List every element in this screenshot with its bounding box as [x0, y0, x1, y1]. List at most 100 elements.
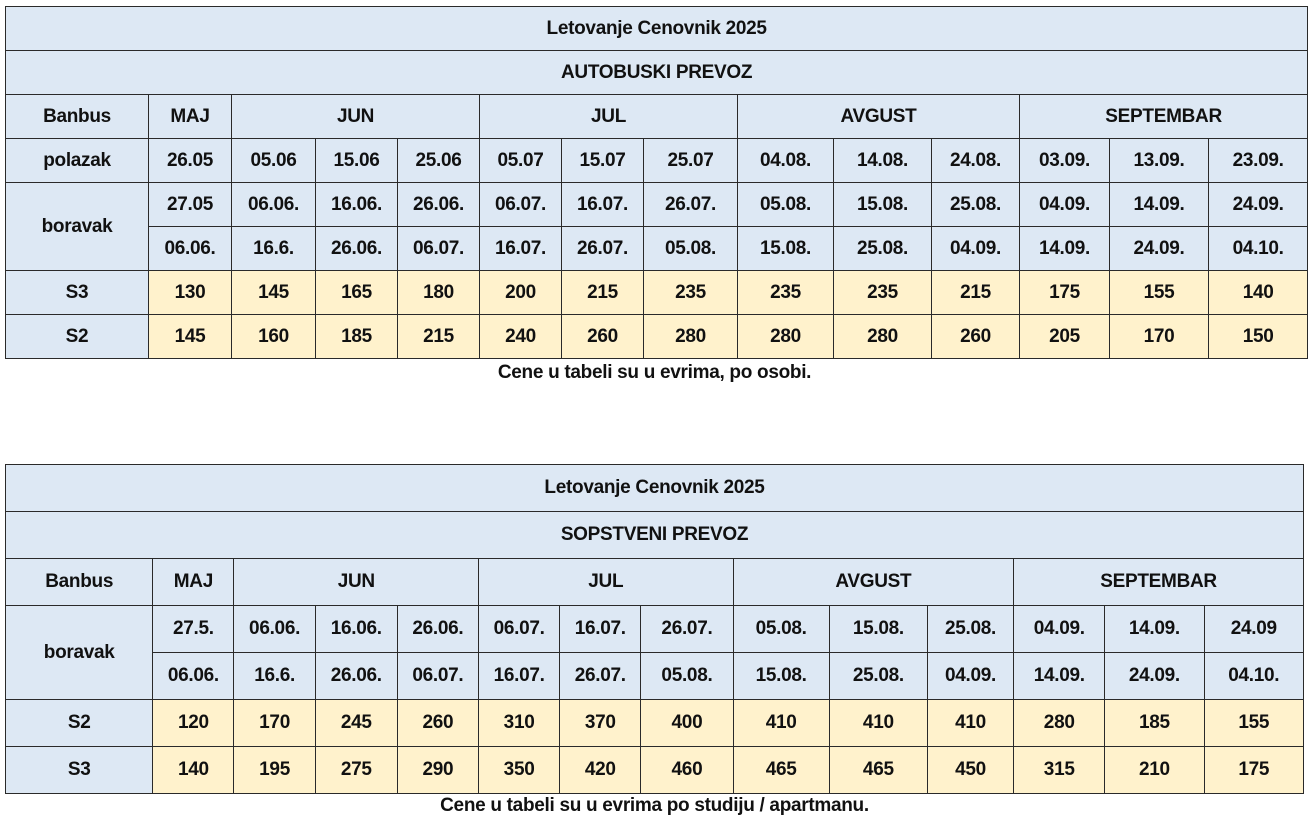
date-cell: 26.06.: [397, 182, 480, 227]
price-cell: 175: [1203, 746, 1304, 794]
price-cell: 180: [397, 270, 480, 315]
date-cell: 15.08.: [737, 226, 834, 271]
date-cell: 05.07: [479, 138, 562, 183]
boravak-to-row: 06.06. 16.6. 26.06. 06.07. 16.07. 26.07.…: [6, 652, 1304, 700]
date-cell: 26.07.: [559, 652, 642, 700]
price-cell: 370: [559, 699, 642, 747]
date-cell: 06.07.: [397, 226, 480, 271]
date-cell: 14.09.: [1019, 226, 1110, 271]
price-cell: 215: [561, 270, 644, 315]
price-cell: 215: [931, 270, 1020, 315]
date-cell: 06.06.: [231, 182, 316, 227]
month-header: JUL: [478, 558, 734, 606]
price-cell: 280: [1013, 699, 1106, 747]
date-cell: 14.09.: [1013, 652, 1106, 700]
date-cell: 16.07.: [479, 226, 562, 271]
date-cell: 04.09.: [1013, 605, 1106, 653]
table-title: Letovanje Cenovnik 2025: [4, 6, 1309, 51]
row-label: boravak: [5, 182, 149, 271]
date-cell: 06.06.: [233, 605, 316, 653]
table-subtitle: SOPSTVENI PREVOZ: [5, 511, 1304, 559]
date-cell: 16.07.: [559, 605, 642, 653]
price-cell: 235: [643, 270, 738, 315]
price-cell: 310: [477, 699, 561, 747]
price-cell: 235: [833, 270, 932, 315]
date-cell: 24.09.: [1109, 226, 1209, 271]
price-cell: 140: [152, 746, 235, 794]
date-cell: 24.08.: [931, 138, 1020, 183]
price-table-bus: Letovanje Cenovnik 2025 AUTOBUSKI PREVOZ…: [4, 6, 1309, 359]
month-header: AVGUST: [732, 558, 1015, 606]
date-cell: 05.08.: [643, 226, 738, 271]
date-cell: 26.05: [148, 138, 232, 183]
date-cell: 04.10.: [1203, 652, 1304, 700]
price-cell: 170: [1109, 314, 1209, 359]
date-cell: 26.06.: [396, 605, 480, 653]
price-cell: 145: [231, 270, 316, 315]
row-label: polazak: [5, 138, 149, 183]
table-subtitle: AUTOBUSKI PREVOZ: [4, 50, 1309, 95]
price-cell: 185: [315, 314, 398, 359]
price-cell: 200: [479, 270, 562, 315]
price-cell: 150: [1207, 314, 1309, 359]
price-cell: 450: [926, 746, 1015, 794]
date-cell: 25.08.: [833, 226, 932, 271]
date-cell: 16.06.: [314, 605, 398, 653]
date-cell: 24.09.: [1104, 652, 1205, 700]
date-cell: 06.06.: [152, 652, 235, 700]
date-cell: 15.08.: [732, 652, 830, 700]
price-cell: 195: [233, 746, 316, 794]
price-cell: 160: [231, 314, 316, 359]
price-cell: 240: [479, 314, 562, 359]
price-cell: 245: [314, 699, 398, 747]
date-cell: 16.6.: [231, 226, 316, 271]
room-type-label: S2: [5, 314, 149, 359]
date-cell: 14.09.: [1104, 605, 1205, 653]
price-cell: 165: [315, 270, 398, 315]
date-cell: 26.07.: [643, 182, 738, 227]
boravak-from-row: boravak 27.5. 06.06. 16.06. 26.06. 06.07…: [4, 605, 1304, 700]
date-cell: 16.6.: [233, 652, 316, 700]
price-cell: 460: [640, 746, 734, 794]
date-cell: 23.09.: [1207, 138, 1309, 183]
room-type-label: S2: [4, 699, 154, 747]
date-cell: 16.07.: [477, 652, 561, 700]
date-cell: 06.07.: [479, 182, 562, 227]
price-cell: 210: [1104, 746, 1205, 794]
price-cell: 185: [1104, 699, 1205, 747]
price-cell: 275: [314, 746, 398, 794]
price-cell: 205: [1019, 314, 1110, 359]
date-cell: 15.08.: [833, 182, 932, 227]
price-cell: 260: [396, 699, 480, 747]
date-cell: 25.08.: [926, 605, 1015, 653]
price-cell: 280: [737, 314, 834, 359]
price-cell: 175: [1019, 270, 1110, 315]
price-cell: 410: [926, 699, 1015, 747]
date-cell: 04.09.: [931, 226, 1020, 271]
price-cell: 420: [559, 746, 642, 794]
price-table-own-transport: Letovanje Cenovnik 2025 SOPSTVENI PREVOZ…: [4, 464, 1304, 794]
corner-label: Banbus: [5, 94, 149, 139]
date-cell: 27.05: [148, 182, 232, 227]
price-cell: 170: [233, 699, 316, 747]
price-cell: 130: [148, 270, 232, 315]
month-header: AVGUST: [737, 94, 1020, 139]
date-cell: 25.06: [397, 138, 480, 183]
date-cell: 04.09.: [1019, 182, 1110, 227]
date-cell: 05.08.: [732, 605, 830, 653]
table-note: Cene u tabeli su u evrima, po osobi.: [497, 362, 812, 383]
date-cell: 24.09: [1203, 605, 1304, 653]
date-cell: 24.09.: [1207, 182, 1309, 227]
date-cell: 06.06.: [148, 226, 232, 271]
price-cell: 410: [732, 699, 830, 747]
date-cell: 14.09.: [1109, 182, 1209, 227]
date-cell: 06.07.: [396, 652, 480, 700]
date-cell: 26.07.: [640, 605, 734, 653]
month-header: SEPTEMBAR: [1018, 94, 1309, 139]
price-row: S3 130 145 165 180 200 215 235 235 235 2…: [5, 270, 1309, 315]
price-row: S2 145 160 185 215 240 260 280 280 280 2…: [5, 314, 1309, 359]
date-cell: 25.08.: [931, 182, 1020, 227]
price-cell: 350: [477, 746, 561, 794]
price-cell: 155: [1109, 270, 1209, 315]
row-label: boravak: [4, 605, 154, 700]
